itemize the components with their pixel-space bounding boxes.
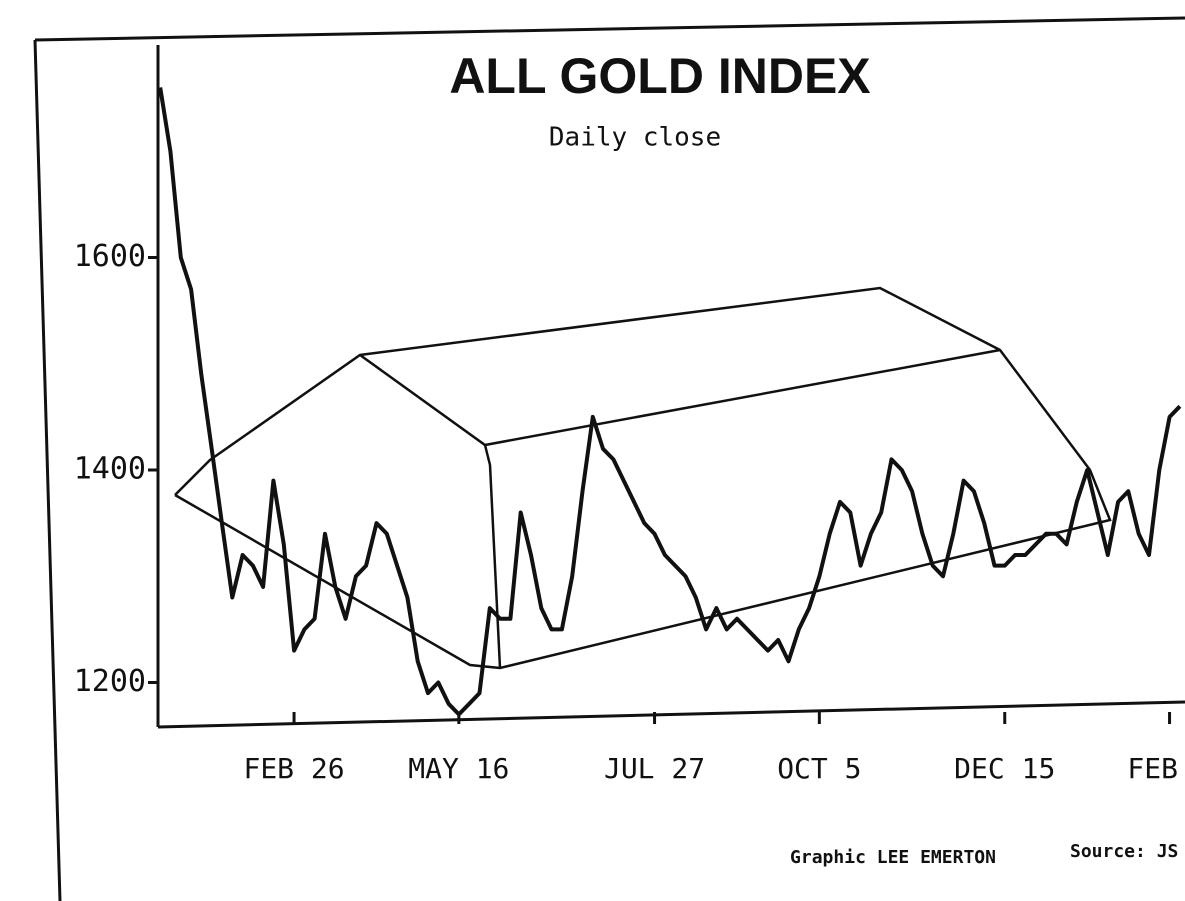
x-tick-label: DEC 15 (954, 752, 1055, 785)
x-tick-label: FEB 2 (1127, 752, 1185, 785)
chart-subtitle: Daily close (549, 123, 721, 153)
credit: Graphic LEE EMERTON (790, 847, 996, 868)
chart-title: ALL GOLD INDEX (449, 48, 870, 104)
y-tick-label: 1600 (74, 239, 146, 274)
frame (33, 16, 1185, 901)
x-tick-label: MAY 16 (408, 752, 509, 785)
x-tick-label: JUL 27 (604, 752, 705, 785)
x-tick-label: OCT 5 (777, 752, 861, 785)
gold-bar-drawing (174, 286, 1112, 670)
x-tick-label: FEB 26 (243, 752, 344, 785)
y-tick-label: 1400 (74, 452, 146, 487)
line-series (158, 87, 1182, 717)
source: Source: JS (1070, 841, 1178, 862)
y-tick-label: 1200 (74, 664, 146, 699)
